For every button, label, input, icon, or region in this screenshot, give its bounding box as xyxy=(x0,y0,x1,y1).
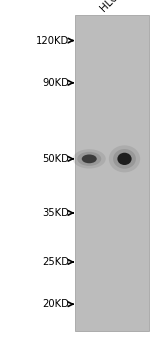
Text: 120KD: 120KD xyxy=(36,35,69,46)
Text: 20KD: 20KD xyxy=(42,299,69,309)
Text: 50KD: 50KD xyxy=(42,154,69,164)
Text: 35KD: 35KD xyxy=(42,208,69,218)
Text: 90KD: 90KD xyxy=(42,78,69,88)
Ellipse shape xyxy=(109,145,140,172)
Text: HL60: HL60 xyxy=(98,0,124,14)
Text: 25KD: 25KD xyxy=(42,257,69,267)
Ellipse shape xyxy=(73,149,106,169)
Ellipse shape xyxy=(82,154,97,163)
Ellipse shape xyxy=(77,152,101,166)
Ellipse shape xyxy=(117,153,132,165)
Bar xyxy=(75,15,148,331)
Ellipse shape xyxy=(113,149,136,169)
